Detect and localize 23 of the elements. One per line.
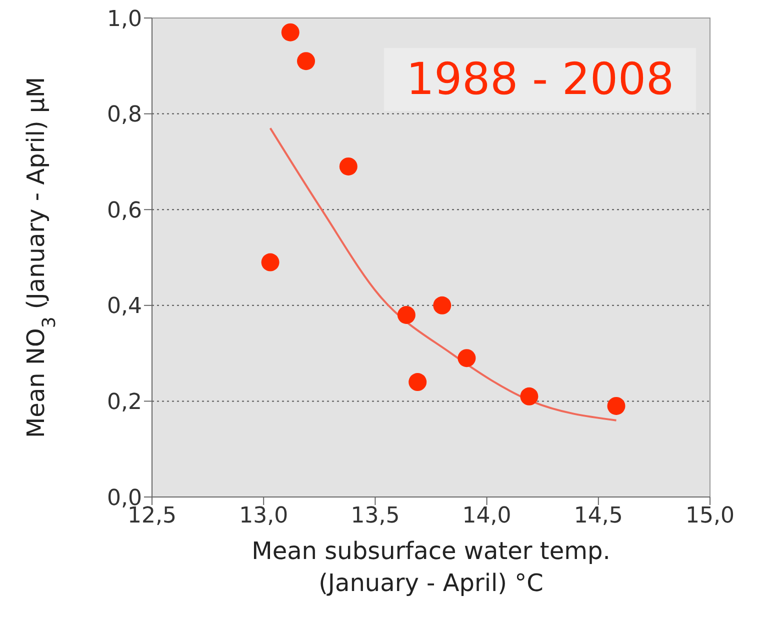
x-tick-label: 14,5 bbox=[574, 504, 623, 529]
x-tick-label: 15,0 bbox=[686, 504, 734, 529]
line-series bbox=[269, 127, 618, 422]
y-tick-label: 1,0 bbox=[107, 6, 142, 32]
point bbox=[261, 253, 280, 272]
x-tick-label: 13,5 bbox=[350, 504, 400, 529]
annotation: 1988 - 2008 bbox=[384, 48, 696, 111]
point bbox=[520, 387, 538, 406]
point bbox=[339, 157, 358, 176]
y-tick-label: 0,8 bbox=[107, 102, 142, 128]
y-tick-label: 0,2 bbox=[107, 390, 142, 416]
y-tick-label: 0,6 bbox=[107, 198, 142, 224]
point bbox=[458, 349, 476, 368]
point bbox=[607, 396, 626, 415]
x-tick-label: 13,0 bbox=[239, 504, 288, 529]
x-axis-title: Mean subsurface water temp. (January - April) °C bbox=[252, 537, 610, 597]
y-tick-label: 0,4 bbox=[107, 294, 142, 320]
point bbox=[281, 23, 300, 42]
point bbox=[433, 296, 452, 314]
point bbox=[408, 373, 427, 392]
point bbox=[397, 306, 416, 324]
point bbox=[297, 52, 316, 70]
x-tick-label: 14,0 bbox=[462, 504, 512, 529]
